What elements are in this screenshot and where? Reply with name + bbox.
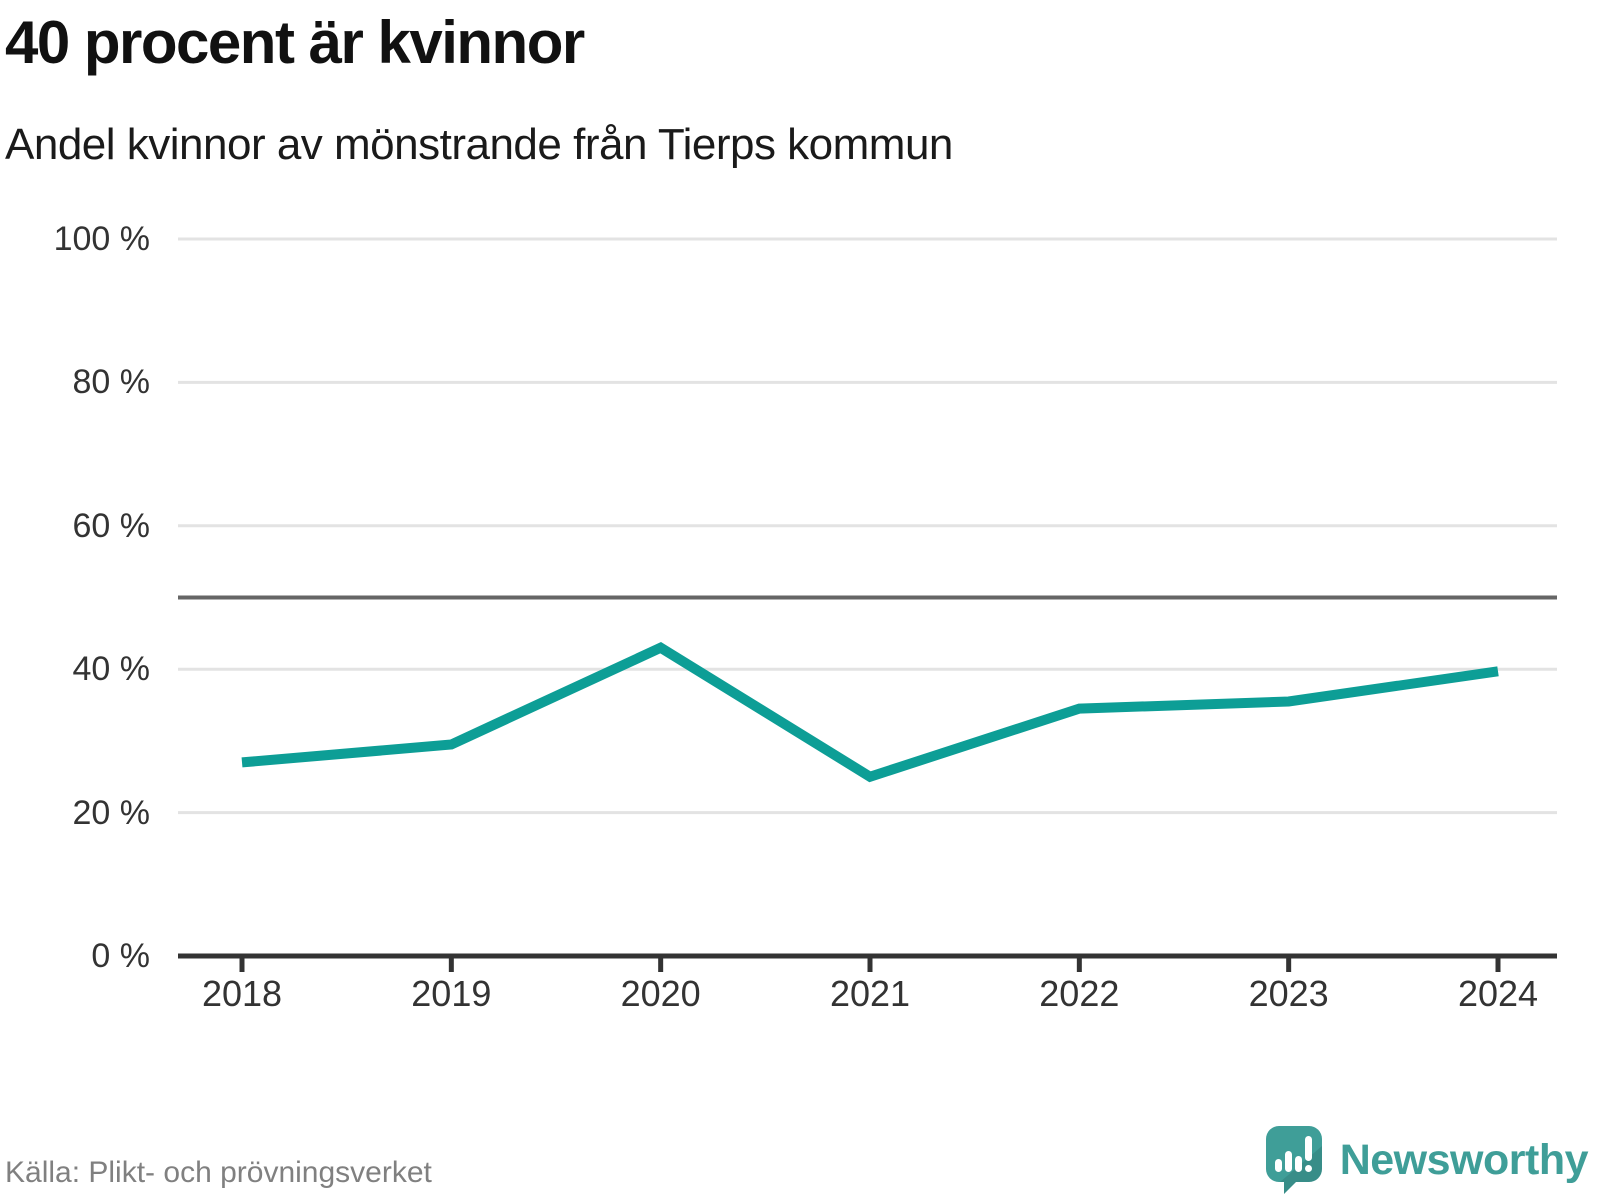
x-axis-label-2020: 2020: [620, 973, 701, 1014]
x-axis-label-2021: 2021: [829, 973, 911, 1014]
y-axis-label-40: 40 %: [72, 650, 151, 689]
newsworthy-logo: Newsworthy: [1265, 1126, 1589, 1194]
y-axis-label-60: 60 %: [72, 506, 151, 545]
x-axis-label-2022: 2022: [1039, 973, 1120, 1014]
source-note: Källa: Plikt- och prövningsverket: [5, 1156, 432, 1189]
newsworthy-wordmark: Newsworthy: [1339, 1136, 1589, 1184]
chart-subtitle: Andel kvinnor av mönstrande från Tierps …: [5, 120, 953, 169]
x-axis-label-2019: 2019: [411, 973, 492, 1014]
y-axis-label-20: 20 %: [72, 793, 151, 832]
x-axis-label-2024: 2024: [1457, 973, 1539, 1014]
x-axis-label-2023: 2023: [1248, 973, 1329, 1014]
y-axis-label-100: 100 %: [53, 220, 150, 258]
chart-title: 40 procent är kvinnor: [5, 9, 585, 76]
y-axis-label-0: 0 %: [91, 937, 150, 975]
newsworthy-icon: [1265, 1126, 1322, 1194]
y-axis-label-80: 80 %: [72, 363, 151, 402]
data-line: [241, 642, 1499, 783]
x-axis-label-2018: 2018: [201, 973, 283, 1014]
